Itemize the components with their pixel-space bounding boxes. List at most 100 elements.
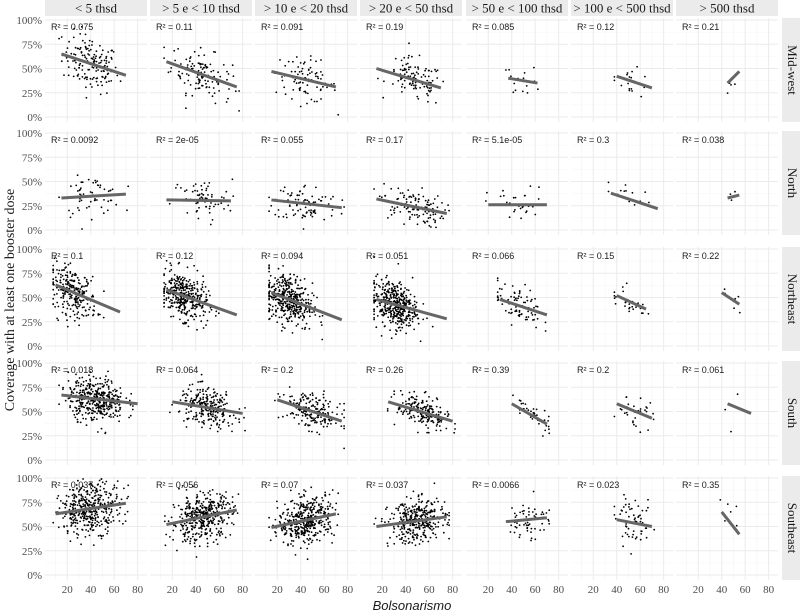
data-point xyxy=(69,540,72,543)
data-point xyxy=(420,76,423,78)
data-point xyxy=(380,196,383,199)
data-point xyxy=(401,64,404,67)
data-point xyxy=(628,89,631,92)
data-point xyxy=(88,44,91,47)
data-point xyxy=(200,320,203,323)
data-point xyxy=(173,274,176,276)
data-point xyxy=(94,389,97,392)
data-point xyxy=(177,277,180,280)
data-point xyxy=(167,520,170,523)
data-point xyxy=(403,67,406,70)
data-point xyxy=(403,223,405,226)
data-point xyxy=(289,283,291,285)
data-point xyxy=(437,421,439,424)
data-point xyxy=(200,535,202,537)
data-point xyxy=(110,80,113,82)
data-point xyxy=(179,286,182,288)
data-point xyxy=(428,405,431,408)
data-point xyxy=(416,223,419,226)
data-point xyxy=(99,394,101,396)
data-point xyxy=(104,528,107,531)
data-point xyxy=(217,506,220,508)
data-point xyxy=(113,486,116,489)
data-point xyxy=(86,76,88,79)
data-point xyxy=(427,415,429,418)
data-point xyxy=(106,65,109,68)
data-point xyxy=(403,56,406,59)
data-point xyxy=(306,414,308,416)
data-point xyxy=(290,192,293,194)
data-point xyxy=(395,295,398,297)
data-point xyxy=(410,84,413,87)
data-point xyxy=(188,279,191,281)
data-point xyxy=(435,70,438,73)
data-point xyxy=(66,525,68,527)
data-point xyxy=(330,214,333,217)
data-point xyxy=(189,537,192,540)
data-point xyxy=(324,420,326,422)
data-point xyxy=(58,507,61,510)
data-point xyxy=(279,300,282,303)
data-point xyxy=(515,310,518,313)
data-point xyxy=(303,311,306,314)
data-point xyxy=(268,295,270,298)
data-point xyxy=(730,199,733,202)
data-point xyxy=(320,321,322,324)
data-point xyxy=(65,278,68,281)
data-point xyxy=(394,296,397,299)
data-point xyxy=(92,407,94,409)
data-point xyxy=(424,75,427,78)
data-point xyxy=(382,96,385,99)
data-point xyxy=(279,284,281,286)
data-point xyxy=(217,522,220,525)
data-point xyxy=(413,295,416,298)
data-point xyxy=(107,530,109,532)
data-point xyxy=(327,405,330,408)
data-point xyxy=(185,279,188,282)
data-point xyxy=(203,182,206,185)
data-point xyxy=(85,498,88,501)
data-point xyxy=(190,406,192,408)
data-point xyxy=(417,403,419,406)
data-point xyxy=(293,308,296,310)
data-point xyxy=(176,280,178,283)
data-point xyxy=(185,92,187,95)
data-point xyxy=(57,289,60,291)
data-point xyxy=(52,297,55,300)
data-point xyxy=(69,283,72,286)
data-point xyxy=(396,330,398,333)
data-point xyxy=(92,489,94,492)
data-point xyxy=(613,76,616,78)
data-point xyxy=(513,292,516,295)
data-point xyxy=(215,506,218,509)
data-point xyxy=(316,75,319,78)
data-point xyxy=(282,415,284,418)
data-point xyxy=(172,286,175,289)
data-point xyxy=(343,402,345,405)
data-point xyxy=(109,401,112,404)
data-point xyxy=(432,213,435,216)
data-point xyxy=(170,277,173,280)
data-point xyxy=(212,401,215,404)
data-point xyxy=(188,506,190,509)
data-point xyxy=(192,300,194,303)
data-point xyxy=(286,309,289,312)
regression-line xyxy=(510,402,548,426)
data-point xyxy=(165,259,168,262)
data-point xyxy=(201,188,203,191)
data-point xyxy=(232,75,235,78)
data-point xyxy=(408,391,411,394)
data-point xyxy=(430,203,432,206)
data-point xyxy=(73,531,75,533)
data-point xyxy=(91,521,94,524)
data-point xyxy=(405,324,408,327)
data-point xyxy=(88,54,91,56)
data-point xyxy=(191,94,194,97)
data-point xyxy=(407,299,410,302)
data-point xyxy=(270,204,273,207)
data-point xyxy=(88,385,91,388)
data-point xyxy=(227,204,230,207)
data-point xyxy=(110,416,112,418)
data-point xyxy=(196,297,199,300)
data-point xyxy=(407,206,409,209)
